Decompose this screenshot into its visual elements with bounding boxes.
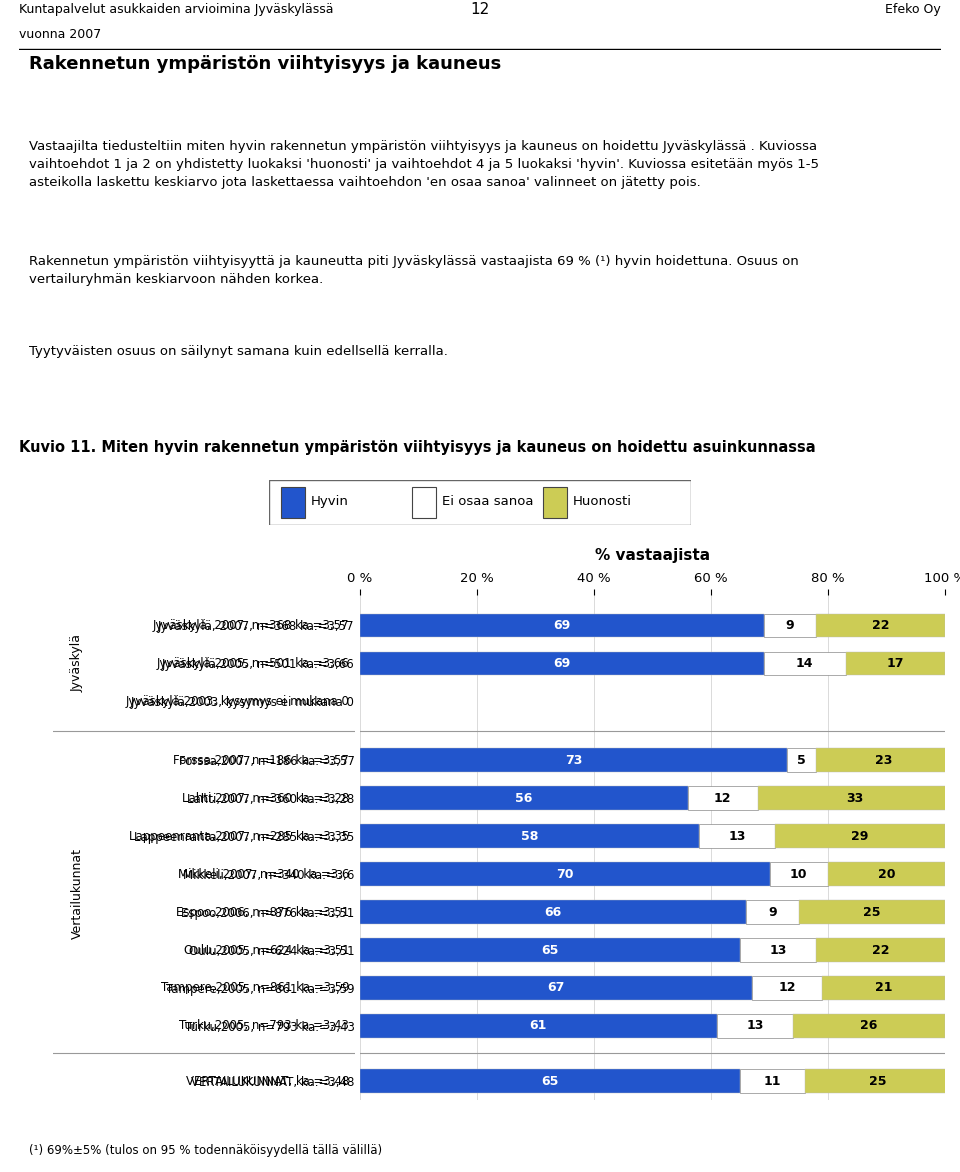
Text: Forssa,2007, n=186 ka.=3,57: Forssa,2007, n=186 ka.=3,57 [173, 754, 349, 766]
Bar [816, 614, 945, 638]
Bar [413, 486, 436, 518]
Text: 58: 58 [521, 830, 539, 843]
Text: Ei osaa sanoa: Ei osaa sanoa [442, 495, 534, 509]
Bar [360, 786, 687, 810]
Text: Jyväskylä: Jyväskylä [70, 634, 84, 693]
Bar [740, 939, 816, 962]
Text: 25: 25 [863, 906, 880, 919]
Bar [770, 863, 828, 886]
Text: vuonna 2007: vuonna 2007 [19, 27, 102, 41]
Text: 5: 5 [798, 754, 806, 766]
Text: (¹) 69%±5% (tulos on 95 % todennäköisyydellä tällä välillä): (¹) 69%±5% (tulos on 95 % todennäköisyyd… [29, 1144, 382, 1157]
Text: Efeko Oy: Efeko Oy [885, 2, 941, 15]
Text: Hyvin: Hyvin [311, 495, 348, 509]
Text: 11: 11 [763, 1075, 781, 1088]
Text: 23: 23 [875, 754, 892, 766]
Bar [740, 1069, 804, 1092]
Bar [360, 614, 763, 638]
Bar [787, 749, 816, 772]
Text: 13: 13 [729, 830, 746, 843]
Text: Kuntapalvelut asukkaiden arvioimina Jyväskylässä: Kuntapalvelut asukkaiden arvioimina Jyvä… [19, 2, 334, 15]
Text: 20: 20 [877, 867, 896, 880]
Bar [846, 652, 945, 675]
Text: 9: 9 [768, 906, 777, 919]
Text: 67: 67 [547, 981, 564, 995]
Bar [752, 976, 822, 1000]
Bar [360, 824, 699, 847]
Text: Espoo,2006, n=876 ka.=3,51: Espoo,2006, n=876 ka.=3,51 [176, 906, 349, 919]
Text: 14: 14 [796, 656, 813, 670]
Text: Jyväskylä,2003, kysymys ei mukana 0: Jyväskylä,2003, kysymys ei mukana 0 [125, 695, 349, 708]
Text: 69: 69 [553, 619, 570, 632]
Bar [699, 824, 776, 847]
Text: 22: 22 [872, 943, 889, 956]
Bar [360, 939, 740, 962]
Text: Lappeenranta,2007, n=285 ka.=3,35: Lappeenranta,2007, n=285 ka.=3,35 [129, 830, 349, 843]
Bar [816, 749, 950, 772]
Text: 25: 25 [869, 1075, 886, 1088]
Text: 17: 17 [886, 656, 904, 670]
Bar [360, 749, 787, 772]
Text: Rakennetun ympäristön viihtyisyys ja kauneus: Rakennetun ympäristön viihtyisyys ja kau… [29, 55, 501, 73]
Text: 12: 12 [714, 791, 732, 805]
Text: 70: 70 [556, 867, 573, 880]
Text: 66: 66 [544, 906, 562, 919]
Bar [828, 863, 945, 886]
Bar [822, 976, 945, 1000]
Bar [360, 1014, 717, 1037]
Text: Oulu,2005, n=624 ka.=3,51: Oulu,2005, n=624 ka.=3,51 [183, 943, 349, 956]
Text: 65: 65 [541, 943, 559, 956]
Text: 73: 73 [564, 754, 582, 766]
Text: 9: 9 [785, 619, 794, 632]
FancyBboxPatch shape [10, 469, 950, 1137]
Bar [360, 1069, 740, 1092]
Text: Rakennetun ympäristön viihtyisyyttä ja kauneutta piti Jyväskylässä vastaajista 6: Rakennetun ympäristön viihtyisyyttä ja k… [29, 255, 799, 286]
Bar [793, 1014, 945, 1037]
Text: 61: 61 [530, 1020, 547, 1033]
Text: Kuvio 11. Miten hyvin rakennetun ympäristön viihtyisyys ja kauneus on hoidettu a: Kuvio 11. Miten hyvin rakennetun ympäris… [19, 440, 816, 455]
Text: Lahti,2007, n=360 ka.=3,28: Lahti,2007, n=360 ka.=3,28 [181, 791, 349, 805]
Text: 29: 29 [852, 830, 869, 843]
Bar [816, 939, 945, 962]
Text: Tyytyväisten osuus on säilynyt samana kuin edellsellä kerralla.: Tyytyväisten osuus on säilynyt samana ku… [29, 345, 447, 357]
Bar [776, 824, 945, 847]
Bar [757, 786, 950, 810]
Text: Mikkeli,2007, n=340 ka.=3,6: Mikkeli,2007, n=340 ka.=3,6 [178, 867, 349, 880]
Text: 21: 21 [875, 981, 893, 995]
Bar [763, 652, 846, 675]
Text: 26: 26 [860, 1020, 877, 1033]
Text: Jyväskylä,2005, n=501 ka.=3,66: Jyväskylä,2005, n=501 ka.=3,66 [156, 656, 349, 670]
Text: 12: 12 [470, 2, 490, 18]
Text: 10: 10 [790, 867, 807, 880]
Bar [360, 900, 746, 924]
Bar [804, 1069, 950, 1092]
Bar [281, 486, 304, 518]
Text: VERTAILUKUNNAT, ka.=3,48: VERTAILUKUNNAT, ka.=3,48 [186, 1075, 349, 1088]
Text: Turku,2005, n=793 ka.=3,43: Turku,2005, n=793 ka.=3,43 [180, 1020, 349, 1033]
Text: 13: 13 [770, 943, 787, 956]
Text: Vastaajilta tiedusteltiin miten hyvin rakennetun ympäristön viihtyisyys ja kaune: Vastaajilta tiedusteltiin miten hyvin ra… [29, 139, 819, 189]
Text: 56: 56 [516, 791, 533, 805]
Bar [746, 900, 799, 924]
Text: 33: 33 [846, 791, 863, 805]
Text: Huonosti: Huonosti [573, 495, 632, 509]
Bar [799, 900, 945, 924]
Text: Tampere,2005, n=861 ka.=3,59: Tampere,2005, n=861 ka.=3,59 [160, 981, 349, 995]
X-axis label: % vastaajista: % vastaajista [595, 548, 710, 564]
Bar [687, 786, 757, 810]
Text: 22: 22 [872, 619, 889, 632]
Bar [360, 976, 752, 1000]
Text: Jyväskylä, 2007, n=368 ka.=3,57: Jyväskylä, 2007, n=368 ka.=3,57 [153, 619, 349, 632]
Bar [543, 486, 566, 518]
Text: Vertailukunnat: Vertailukunnat [70, 847, 84, 939]
Text: 13: 13 [746, 1020, 763, 1033]
Text: 69: 69 [553, 656, 570, 670]
Bar [717, 1014, 793, 1037]
Text: 12: 12 [779, 981, 796, 995]
Bar [763, 614, 816, 638]
Bar [360, 863, 770, 886]
Text: 65: 65 [541, 1075, 559, 1088]
Bar [360, 652, 763, 675]
